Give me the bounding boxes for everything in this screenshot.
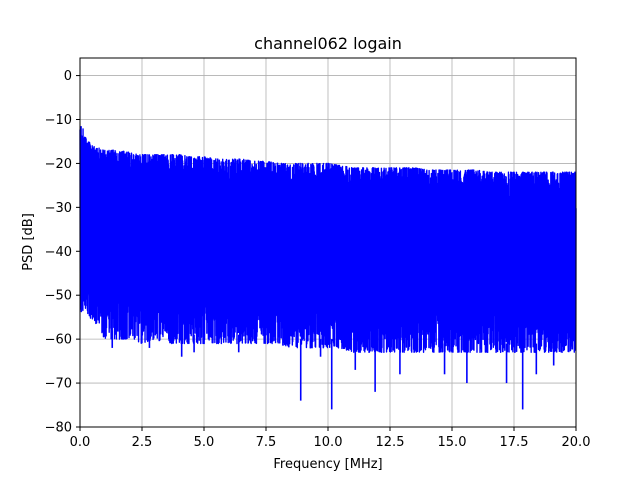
x-tick-label: 15.0: [438, 435, 467, 450]
x-ticks: 0.0 2.5 5.0 7.5 10.0 12.5 15.0 17.5 20.0: [70, 427, 591, 450]
y-tick-label: −20: [45, 157, 72, 172]
y-tick-label: −50: [45, 289, 72, 304]
y-tick-label: −60: [45, 333, 72, 348]
y-tick-label: −80: [45, 421, 72, 436]
x-tick-label: 7.5: [256, 435, 277, 450]
y-ticks: 0 −10 −20 −30 −40 −50 −60 −70 −80: [45, 69, 80, 436]
x-tick-label: 17.5: [500, 435, 529, 450]
x-tick-label: 0.0: [70, 435, 91, 450]
x-tick-label: 10.0: [314, 435, 343, 450]
x-tick-label: 20.0: [562, 435, 591, 450]
psd-series-line: [79, 126, 577, 354]
chart-title: channel062 logain: [254, 34, 402, 53]
y-axis-label: PSD [dB]: [21, 213, 36, 271]
y-tick-label: −30: [45, 201, 72, 216]
series-layer: [79, 126, 577, 410]
y-tick-label: −70: [45, 377, 72, 392]
y-tick-label: −40: [45, 245, 72, 260]
y-tick-label: −10: [45, 113, 72, 128]
y-tick-label: 0: [64, 69, 72, 84]
x-tick-label: 2.5: [132, 435, 153, 450]
x-tick-label: 12.5: [376, 435, 405, 450]
x-axis-label: Frequency [MHz]: [273, 457, 382, 472]
x-tick-label: 5.0: [194, 435, 215, 450]
